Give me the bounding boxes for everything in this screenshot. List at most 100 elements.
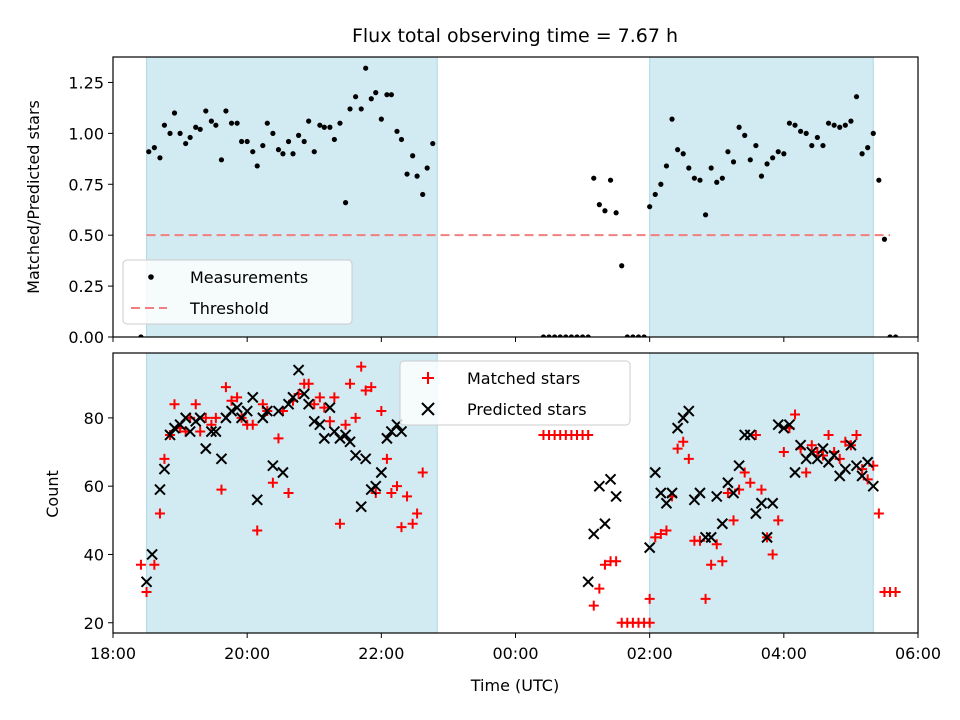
measurement-point (624, 334, 630, 337)
measurement-point (384, 92, 390, 98)
predicted-star-point (355, 500, 367, 513)
measurement-point (234, 120, 240, 126)
predicted-star-point (381, 432, 393, 445)
predicted-star-point (593, 480, 606, 492)
matched-star-point (599, 559, 610, 570)
matched-star-point (588, 600, 599, 611)
predicted-star-point (766, 497, 779, 509)
measurement-point (203, 108, 209, 114)
predicted-star-point (200, 442, 212, 455)
measurement-point (540, 334, 547, 337)
measurement-point (753, 142, 759, 149)
measurement-point (275, 147, 282, 153)
matched-star-point (823, 429, 834, 440)
measurement-point (658, 181, 664, 187)
matched-star-point (366, 382, 377, 393)
matched-star-point (216, 484, 227, 495)
measurement-point (652, 191, 658, 198)
measurement-point (758, 173, 765, 179)
predicted-star-point (344, 436, 356, 448)
measurement-point (264, 120, 270, 126)
matched-star-point (190, 399, 201, 410)
predicted-star-point (783, 418, 796, 431)
matched-star-point (356, 361, 367, 372)
measurement-point (363, 65, 369, 71)
matched-star-point (700, 593, 711, 604)
predicted-star-point (861, 456, 874, 468)
measurement-point (742, 132, 748, 138)
matched-star-point (717, 556, 728, 567)
legend-box (122, 259, 353, 325)
predicted-star-point (210, 425, 222, 438)
measurement-point (285, 138, 292, 145)
matched-star-point (169, 399, 180, 410)
predicted-star-point (655, 487, 667, 499)
measurement-point (764, 161, 770, 167)
matched-star-point (778, 447, 789, 458)
predicted-star-point (140, 576, 153, 588)
predicted-star-point (359, 453, 372, 465)
predicted-star-point (778, 422, 790, 434)
matched-star-point (644, 593, 655, 604)
legend-predicted-marker (421, 402, 435, 416)
measurement-point (579, 334, 586, 337)
predicted-star-point (158, 463, 171, 475)
measurement-point (342, 200, 349, 206)
legend-matched-marker (422, 372, 434, 384)
measurement-point (619, 263, 625, 269)
y-tick-label: 0.25 (68, 277, 104, 296)
plot-area (138, 65, 899, 337)
matched-star-point (329, 392, 340, 403)
measurement-point (250, 149, 256, 155)
measurement-point (301, 138, 307, 145)
predicted-star-point (257, 412, 269, 424)
x-tick-label: 02:00 (627, 644, 673, 663)
matched-star-point (381, 453, 392, 464)
measurement-point (596, 202, 602, 208)
measurement-point (876, 177, 882, 183)
predicted-star-point (839, 463, 852, 475)
measurement-point (368, 96, 374, 102)
predicted-star-point (722, 477, 734, 489)
matched-star-point (396, 522, 407, 533)
legend-label: Predicted stars (467, 400, 587, 419)
measurement-point (870, 130, 876, 136)
predicted-star-point (395, 425, 408, 438)
predicted-star-point (588, 528, 600, 540)
measurement-point (563, 334, 569, 337)
measurement-point (546, 334, 552, 337)
measurement-point (602, 208, 608, 214)
measurement-point (607, 177, 614, 183)
matched-star-point (402, 491, 413, 502)
measurement-point (213, 122, 219, 128)
ratio-panel: 0.00 0.25 0.50 0.75 1.00 1.25 Measurements Thre… (68, 56, 919, 347)
measurement-point (770, 155, 776, 161)
predicted-star-point (733, 459, 745, 472)
measurement-point (373, 90, 379, 96)
predicted-star-point (850, 459, 863, 472)
measurement-point (775, 149, 781, 155)
measurement-point (719, 175, 725, 181)
measurement-point (223, 108, 229, 114)
matched-star-point (745, 477, 756, 488)
measurement-point (613, 210, 619, 216)
predicted-star-point (318, 432, 331, 445)
measurement-point (193, 124, 199, 130)
y-tick-label: 20 (84, 614, 104, 633)
measurement-point (321, 124, 327, 130)
matched-star-point (417, 467, 428, 478)
legend-label: Threshold (189, 299, 269, 318)
matched-star-point (873, 508, 884, 519)
measurement-point (171, 110, 178, 116)
predicted-star-point (324, 401, 336, 414)
measurement-point (167, 130, 173, 136)
measurement-point (337, 120, 343, 126)
matched-star-point (340, 419, 351, 430)
y-tick-label: 60 (84, 477, 104, 496)
measurement-point (317, 122, 323, 128)
predicted-star-point (599, 518, 611, 530)
predicted-star-point (750, 507, 762, 520)
matched-star-point (309, 399, 320, 410)
measurement-point (151, 145, 157, 151)
predicted-star-point (649, 466, 661, 479)
